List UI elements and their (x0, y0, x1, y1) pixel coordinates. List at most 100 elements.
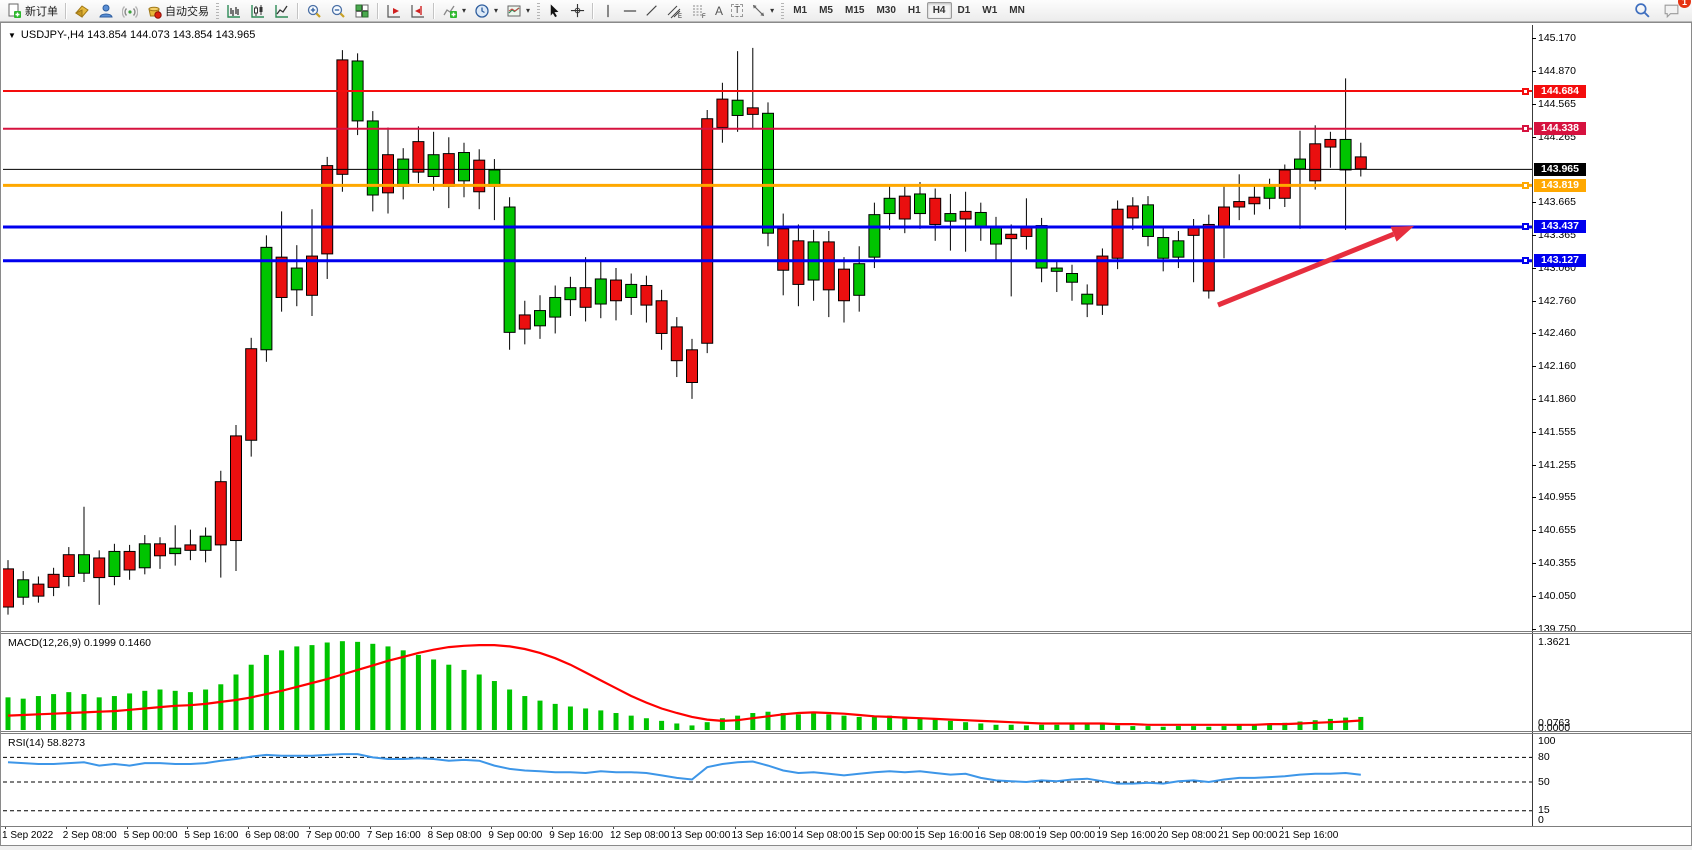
macd-histogram-bar (537, 700, 543, 730)
macd-histogram-bar (324, 642, 330, 730)
price-tick-label: 142.760 (1538, 294, 1576, 307)
chart-dropdown-caret[interactable]: ▼ (8, 30, 16, 40)
auto-scroll-button[interactable] (382, 0, 406, 21)
text-tool-button[interactable]: A (711, 0, 727, 21)
timeframe-m1-button[interactable]: M1 (793, 5, 808, 16)
macd-axis-max-label: 1.3621 (1538, 636, 1571, 648)
candle-up (199, 535, 212, 551)
candle-down (1233, 201, 1246, 208)
timeframe-m30-button[interactable]: M30 (876, 5, 896, 16)
candle-down (518, 314, 531, 330)
indicators-dropdown-caret[interactable]: ▾ (462, 6, 467, 15)
panel-separator[interactable] (1, 631, 1691, 632)
price-tick-mark (1532, 300, 1536, 302)
auto-trading-button[interactable]: 自动交易 (142, 0, 213, 21)
time-tick-mark (917, 826, 918, 829)
candle-down (579, 287, 592, 308)
fibonacci-tool-button[interactable]: F (687, 0, 711, 21)
time-axis-label: 21 Sep 16:00 (1278, 830, 1339, 841)
trend-arrow-shaft[interactable] (1217, 231, 1395, 308)
timeframe-h4-button[interactable]: H4 (926, 2, 952, 19)
macd-histogram-bar (993, 724, 999, 730)
candle-down (93, 557, 106, 579)
zoom-out-button[interactable] (326, 0, 350, 21)
zoom-in-button[interactable] (302, 0, 326, 21)
time-axis-label: 15 Sep 00:00 (853, 830, 913, 841)
equidistant-channel-tool-button[interactable]: E (663, 0, 687, 21)
search-button[interactable] (1630, 0, 1655, 21)
price-tick-label: 140.355 (1538, 556, 1576, 569)
time-tick-mark (1038, 826, 1040, 829)
macd-panel-canvas[interactable] (3, 634, 1532, 731)
level-line-anchor[interactable] (1522, 257, 1529, 265)
horizontal-line-tool-button[interactable] (619, 0, 641, 21)
candle-up (1339, 138, 1352, 171)
zoom-in-icon (307, 4, 321, 18)
timeframe-w1-button[interactable]: W1 (982, 5, 998, 16)
crosshair-tool-button[interactable] (566, 0, 589, 21)
candle-down (245, 348, 258, 441)
panel-separator (1, 633, 1691, 634)
trendline-tool-button[interactable] (641, 0, 663, 21)
candle-up (974, 211, 987, 228)
timeframe-h1-button[interactable]: H1 (907, 5, 921, 16)
line-chart-button[interactable] (270, 0, 294, 21)
templates-button[interactable]: ▾ (502, 0, 534, 21)
macd-histogram-bar (674, 723, 680, 730)
price-tick-mark (1532, 398, 1536, 400)
timeframe-m15-button[interactable]: M15 (845, 5, 865, 16)
timeframe-mn-button[interactable]: MN (1009, 5, 1025, 16)
candle-down (1126, 205, 1139, 219)
level-line-anchor[interactable] (1522, 181, 1529, 189)
price-tick-label: 144.870 (1538, 64, 1576, 77)
cursor-tool-button[interactable] (543, 0, 566, 21)
macd-histogram-bar (719, 718, 725, 730)
macd-histogram-bar (735, 715, 741, 730)
macd-histogram-bar (1145, 726, 1151, 730)
profile-button[interactable] (94, 0, 118, 21)
new-order-button[interactable]: 新订单 (2, 0, 62, 21)
candle-down (716, 98, 729, 128)
chart-shift-button[interactable] (406, 0, 430, 21)
candle-down (1218, 206, 1230, 228)
price-tick-label: 142.160 (1538, 360, 1576, 373)
trend-arrow-head[interactable] (1390, 226, 1414, 242)
notifications-button[interactable]: 1 (1659, 0, 1691, 21)
candle-up (549, 296, 562, 318)
macd-histogram-bar (172, 690, 178, 730)
level-line-anchor[interactable] (1522, 87, 1529, 95)
vertical-line-tool-button[interactable] (597, 0, 619, 21)
chart-title: USDJPY-,H4 143.854 144.073 143.854 143.9… (20, 29, 256, 41)
styles-button[interactable] (70, 0, 94, 21)
text-label-tool-button[interactable]: T (727, 0, 747, 21)
main-chart-canvas[interactable] (3, 25, 1532, 631)
signal-button[interactable] (118, 0, 142, 21)
timeframe-m5-button[interactable]: M5 (819, 5, 833, 16)
toolbar-grip[interactable] (537, 2, 541, 19)
bar-chart-button[interactable] (222, 0, 246, 21)
panel-separator[interactable] (1, 731, 1691, 732)
toolbar-grip[interactable] (781, 2, 785, 19)
timeframe-d1-button[interactable]: D1 (957, 5, 971, 16)
level-line-anchor[interactable] (1522, 223, 1529, 231)
level-line-anchor[interactable] (1522, 125, 1529, 133)
rsi-panel-canvas[interactable] (3, 734, 1532, 826)
candle-up (427, 154, 440, 177)
price-level-badge: 143.819 (1534, 178, 1586, 192)
arrows-dropdown-caret[interactable]: ▾ (770, 6, 775, 15)
time-tick-mark (613, 826, 614, 829)
candle-up (944, 213, 957, 222)
candlestick-chart-button[interactable] (246, 0, 270, 21)
macd-histogram-bar (932, 719, 938, 730)
periods-dropdown-caret[interactable]: ▾ (494, 6, 499, 15)
toolbar-grip[interactable] (216, 2, 219, 19)
arrows-tool-button[interactable]: ▾ (747, 0, 778, 21)
indicators-button[interactable]: ▾ (438, 0, 470, 21)
tile-windows-button[interactable] (350, 0, 374, 21)
candle-up (868, 214, 881, 258)
periods-button[interactable]: ▾ (470, 0, 502, 21)
macd-histogram-bar (446, 664, 452, 730)
macd-histogram-bar (355, 641, 361, 730)
templates-dropdown-caret[interactable]: ▾ (526, 6, 531, 15)
